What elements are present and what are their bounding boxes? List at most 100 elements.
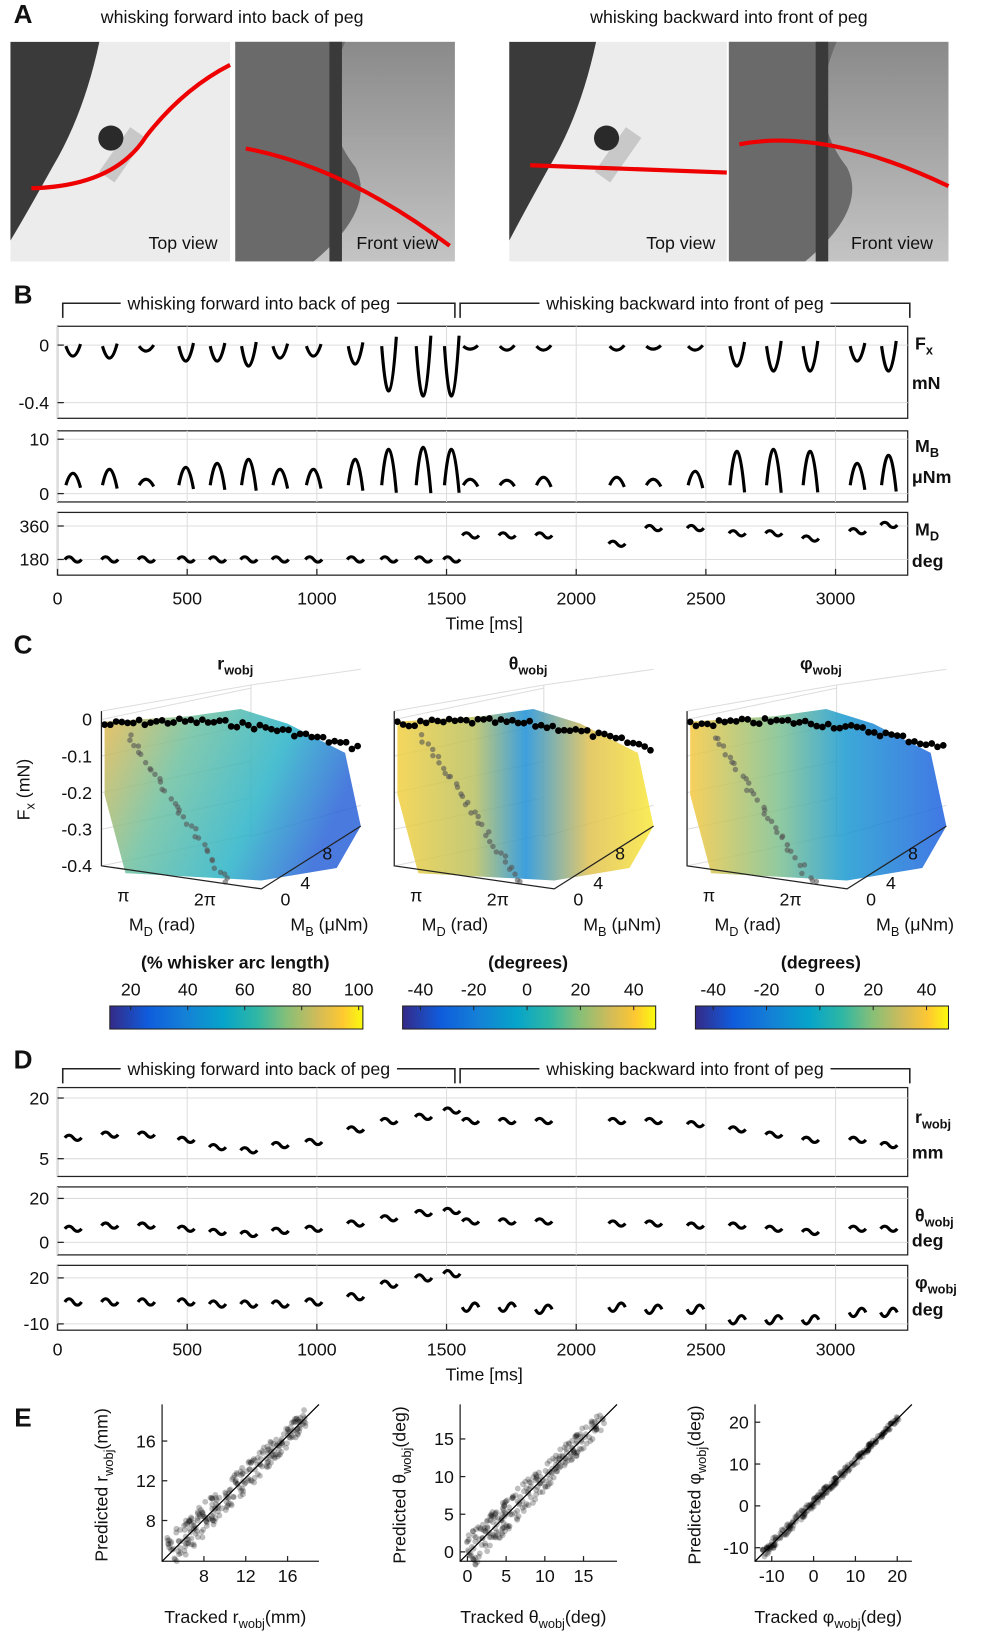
scatter-dot <box>811 1500 818 1507</box>
bracket <box>459 302 911 318</box>
trace <box>136 1130 156 1139</box>
ridge-dot <box>784 716 792 724</box>
trace <box>460 531 481 540</box>
scatter-dot <box>588 1418 595 1425</box>
axes-box <box>56 1186 909 1256</box>
scatter-dot <box>786 1525 792 1532</box>
scatter-dot <box>895 1416 902 1423</box>
scatter-dot <box>287 1424 294 1431</box>
subscript: wobj <box>538 1616 565 1631</box>
scatter-dot <box>856 1452 863 1458</box>
scatter-dot <box>228 1500 234 1507</box>
ridge-dot <box>348 745 356 753</box>
trace <box>136 1221 156 1230</box>
scatter-dot <box>501 1501 508 1508</box>
scatter-dot <box>509 1511 515 1518</box>
scatter-dot <box>487 1517 494 1524</box>
scatter-dot <box>573 1434 580 1440</box>
ridge-dot <box>870 729 878 736</box>
trace <box>137 477 156 488</box>
scatter-dot <box>844 1464 851 1470</box>
mb-tick-label: 0 <box>866 890 876 910</box>
ridge-dot <box>308 733 315 741</box>
scatter-dot <box>482 1540 488 1547</box>
trace <box>442 1206 462 1216</box>
scatter-dot <box>849 1462 856 1469</box>
scatter-dot <box>568 1457 575 1464</box>
scatter-dot <box>577 1433 584 1440</box>
y-tick-label: 0 <box>39 484 49 504</box>
scatter-dot <box>891 1421 897 1427</box>
scatter-dot <box>821 1490 828 1497</box>
scatter-dot <box>254 1471 261 1478</box>
colorbar-tick-label: 40 <box>917 980 937 1000</box>
scatter-dot <box>795 1511 802 1518</box>
label-part: Predicted θ <box>390 1474 410 1564</box>
trace <box>685 1120 706 1129</box>
scatter-dot <box>569 1456 576 1463</box>
y-tick-label: 10 <box>729 1454 749 1474</box>
scatter-dot <box>495 1534 502 1541</box>
scatter-dot <box>573 1450 580 1457</box>
ridge-dot <box>296 730 304 738</box>
label-part: (μNm) <box>607 915 662 935</box>
colorbar-tick-label: 40 <box>624 980 644 1000</box>
scatter-dot <box>800 1514 807 1521</box>
scatter-dot <box>582 1431 589 1438</box>
scatter-dot <box>525 1502 532 1509</box>
trace <box>442 1269 462 1279</box>
scatter-dot <box>291 1419 297 1426</box>
scatter-dot <box>271 1454 278 1461</box>
scatter-dot <box>815 1499 821 1506</box>
scatter-dot <box>471 1557 477 1563</box>
trajectory-dot <box>454 784 461 790</box>
scatter-dot <box>546 1481 552 1487</box>
trajectory-dot <box>183 821 190 827</box>
colorbar-tick-label: 20 <box>863 980 883 1000</box>
trace <box>64 343 83 358</box>
scatter-dot <box>795 1510 802 1516</box>
trace <box>607 1219 627 1228</box>
scatter-dot <box>567 1453 574 1460</box>
ridge-dot <box>170 719 177 726</box>
ridge-dot <box>934 743 941 751</box>
panel-title: whisking backward into front of peg <box>589 7 868 27</box>
y-tick-label: 0 <box>444 1542 454 1562</box>
scatter-dot <box>238 1487 245 1494</box>
scatter-dot <box>501 1524 507 1531</box>
scatter-dot <box>222 1489 229 1496</box>
scatter-dot <box>182 1533 189 1540</box>
panel-label: A <box>14 0 33 29</box>
scatter-dot <box>254 1461 261 1468</box>
scatter-dot <box>523 1501 530 1507</box>
scatter-dot <box>293 1415 300 1422</box>
scatter-dot <box>792 1513 799 1520</box>
scatter-dot <box>265 1446 272 1453</box>
row-label: MB <box>915 436 939 460</box>
scatter-dot <box>470 1528 476 1534</box>
trajectory-dot <box>799 870 805 877</box>
scatter-dot <box>562 1441 569 1448</box>
scatter-dot <box>493 1529 500 1536</box>
label-part: Tracked r <box>164 1607 238 1627</box>
scatter-dot <box>885 1426 891 1433</box>
scatter-dot <box>811 1495 818 1502</box>
y-tick-label: 0 <box>39 1233 49 1253</box>
ridge-dot <box>491 719 499 726</box>
trace <box>100 555 120 564</box>
scatter-dot <box>804 1507 811 1514</box>
ridge-dot <box>790 720 798 727</box>
scatter-dot <box>492 1511 499 1517</box>
scatter-dot <box>181 1522 188 1529</box>
label-part: Tracked θ <box>460 1607 538 1627</box>
scatter-dot <box>183 1540 190 1547</box>
scatter-dot <box>200 1511 206 1518</box>
scatter-dot <box>188 1535 195 1542</box>
trajectory-dot <box>459 793 466 800</box>
scatter-dot <box>777 1534 784 1540</box>
scatter-dot <box>194 1515 201 1521</box>
scatter-dot <box>577 1431 584 1438</box>
trace <box>413 1112 434 1122</box>
ridge-dot <box>480 716 488 723</box>
ridge-dot <box>842 723 849 730</box>
